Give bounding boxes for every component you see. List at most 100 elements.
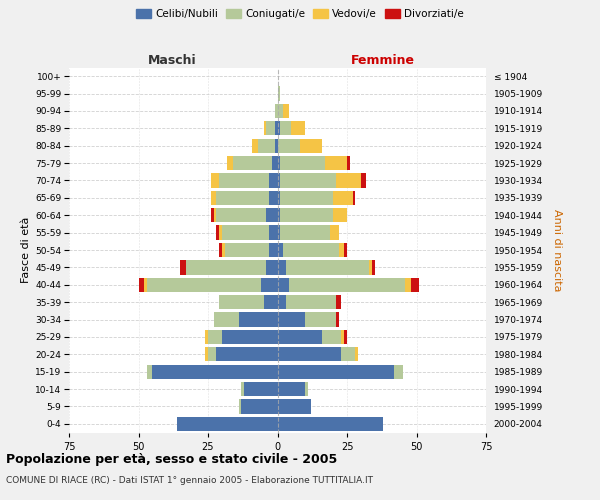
- Bar: [233, 156, 272, 170]
- Bar: [275, 104, 277, 118]
- Bar: [269, 243, 277, 257]
- Bar: [277, 174, 280, 188]
- Bar: [353, 190, 355, 205]
- Bar: [280, 226, 331, 239]
- Bar: [336, 312, 338, 326]
- Bar: [222, 226, 269, 239]
- Bar: [152, 364, 277, 379]
- Bar: [269, 190, 277, 205]
- Bar: [331, 226, 338, 239]
- Bar: [344, 243, 347, 257]
- Bar: [266, 260, 277, 274]
- Bar: [406, 278, 411, 292]
- Bar: [277, 312, 305, 326]
- Bar: [277, 260, 286, 274]
- Bar: [277, 86, 280, 101]
- Bar: [411, 278, 419, 292]
- Bar: [211, 208, 214, 222]
- Bar: [277, 330, 322, 344]
- Bar: [266, 208, 277, 222]
- Bar: [336, 295, 341, 310]
- Bar: [239, 312, 277, 326]
- Bar: [217, 226, 219, 239]
- Bar: [277, 295, 286, 310]
- Bar: [205, 347, 208, 362]
- Bar: [180, 260, 186, 274]
- Bar: [222, 243, 224, 257]
- Bar: [277, 347, 341, 362]
- Bar: [338, 243, 344, 257]
- Bar: [280, 208, 333, 222]
- Bar: [277, 156, 280, 170]
- Bar: [280, 156, 325, 170]
- Bar: [227, 156, 233, 170]
- Bar: [266, 121, 275, 136]
- Bar: [211, 190, 217, 205]
- Bar: [277, 121, 280, 136]
- Bar: [355, 347, 358, 362]
- Bar: [222, 330, 277, 344]
- Bar: [369, 260, 372, 274]
- Bar: [269, 174, 277, 188]
- Bar: [277, 138, 300, 153]
- Text: Femmine: Femmine: [351, 54, 415, 66]
- Bar: [292, 121, 305, 136]
- Bar: [211, 174, 219, 188]
- Bar: [277, 226, 280, 239]
- Bar: [272, 156, 277, 170]
- Bar: [361, 174, 367, 188]
- Bar: [217, 347, 277, 362]
- Text: Popolazione per età, sesso e stato civile - 2005: Popolazione per età, sesso e stato civil…: [6, 452, 337, 466]
- Bar: [336, 174, 361, 188]
- Bar: [300, 138, 322, 153]
- Bar: [147, 364, 152, 379]
- Y-axis label: Anni di nascita: Anni di nascita: [553, 209, 562, 291]
- Bar: [394, 364, 403, 379]
- Bar: [253, 138, 258, 153]
- Bar: [344, 330, 347, 344]
- Bar: [219, 243, 222, 257]
- Bar: [277, 416, 383, 431]
- Bar: [283, 104, 289, 118]
- Bar: [241, 382, 244, 396]
- Bar: [219, 174, 269, 188]
- Bar: [275, 138, 277, 153]
- Bar: [219, 295, 263, 310]
- Bar: [277, 104, 283, 118]
- Bar: [275, 121, 277, 136]
- Bar: [277, 208, 280, 222]
- Bar: [325, 156, 347, 170]
- Bar: [305, 312, 336, 326]
- Bar: [333, 190, 353, 205]
- Text: COMUNE DI RIACE (RC) - Dati ISTAT 1° gennaio 2005 - Elaborazione TUTTITALIA.IT: COMUNE DI RIACE (RC) - Dati ISTAT 1° gen…: [6, 476, 373, 485]
- Bar: [341, 347, 355, 362]
- Bar: [217, 190, 269, 205]
- Bar: [280, 121, 292, 136]
- Bar: [286, 295, 336, 310]
- Bar: [277, 243, 283, 257]
- Bar: [261, 278, 277, 292]
- Bar: [280, 190, 333, 205]
- Bar: [219, 226, 222, 239]
- Bar: [186, 260, 266, 274]
- Bar: [224, 243, 269, 257]
- Bar: [147, 278, 261, 292]
- Bar: [208, 347, 217, 362]
- Bar: [214, 312, 239, 326]
- Bar: [277, 278, 289, 292]
- Bar: [178, 416, 277, 431]
- Bar: [263, 295, 277, 310]
- Bar: [372, 260, 375, 274]
- Bar: [205, 330, 208, 344]
- Bar: [239, 400, 241, 413]
- Bar: [283, 243, 338, 257]
- Bar: [277, 400, 311, 413]
- Bar: [286, 260, 369, 274]
- Bar: [208, 330, 222, 344]
- Bar: [214, 208, 217, 222]
- Bar: [263, 121, 266, 136]
- Bar: [305, 382, 308, 396]
- Bar: [258, 138, 275, 153]
- Bar: [144, 278, 147, 292]
- Bar: [277, 190, 280, 205]
